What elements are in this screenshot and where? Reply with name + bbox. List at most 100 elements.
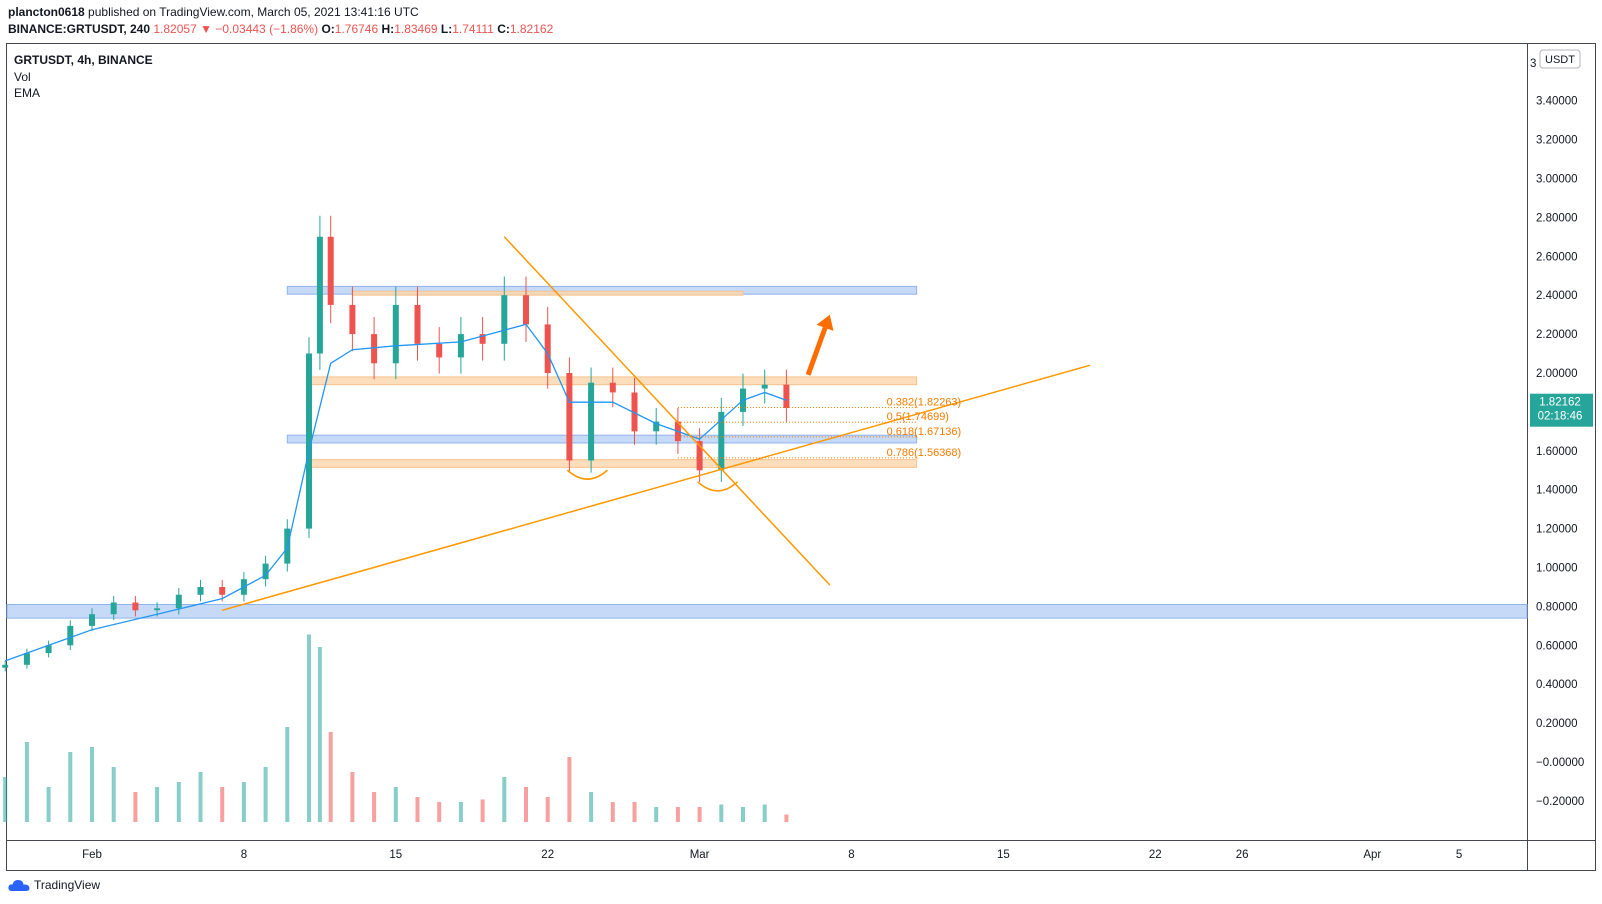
volume-bar — [458, 802, 463, 822]
legend-ema[interactable]: EMA — [14, 86, 41, 100]
price-tick-label-top: 3 — [1530, 58, 1536, 70]
price-tick-label: 2.20000 — [1536, 329, 1578, 341]
price-tick-label: 3.00000 — [1536, 174, 1578, 186]
volume-bar — [176, 782, 181, 822]
candle-body — [566, 373, 573, 461]
volume-bar — [241, 782, 246, 822]
time-tick-label: Mar — [690, 849, 710, 861]
candle-body — [45, 645, 52, 654]
ema-line[interactable] — [4, 323, 787, 662]
symbol-interval: BINANCE:GRTUSDT, 240 — [8, 22, 151, 36]
volume-bar — [632, 802, 637, 822]
zone-orange[interactable] — [308, 459, 918, 468]
price-tick-label: 0.20000 — [1536, 718, 1578, 730]
candle-body — [67, 625, 74, 646]
price-axis[interactable]: 3.40000 3.20000 3.00000 2.80000 2.60000 2.400… — [1530, 58, 1584, 808]
candle-body — [718, 411, 725, 471]
volume-bar — [90, 747, 94, 822]
price-tick-label: 0.80000 — [1536, 601, 1578, 613]
candle-body — [609, 382, 616, 393]
price-tick-label: −0.20000 — [1536, 796, 1584, 808]
price-tick-label: 3.20000 — [1536, 135, 1578, 147]
bottom-arc[interactable] — [697, 481, 739, 492]
volume-bar — [372, 792, 377, 822]
volume-bar — [589, 792, 594, 822]
currency-label: USDT — [1545, 54, 1575, 66]
chart-frame — [6, 43, 1596, 871]
time-tick-label: 15 — [389, 849, 402, 861]
candle-body — [349, 304, 356, 335]
candle-body — [783, 384, 790, 408]
bottom-arc[interactable] — [566, 469, 608, 480]
time-tick-label: 15 — [997, 849, 1010, 861]
candle-body — [197, 587, 204, 595]
chart-legend: GRTUSDT, 4h, BINANCE Vol EMA — [14, 52, 153, 102]
candle-body — [436, 343, 443, 358]
price-tick-label: 1.40000 — [1536, 485, 1578, 497]
up-arrow-icon[interactable] — [805, 326, 828, 376]
volume-bar — [719, 804, 724, 822]
candle-body — [2, 664, 9, 668]
published-text: published on TradingView.com, March 05, … — [88, 5, 419, 19]
volume-bar — [437, 802, 442, 822]
volume-bar — [68, 752, 73, 822]
up-arrow-head — [816, 314, 834, 331]
time-tick-label: 22 — [541, 849, 554, 861]
open-value: 1.76746 — [334, 22, 379, 36]
currency-badge[interactable]: USDT — [1539, 49, 1581, 69]
candle-body — [696, 441, 703, 471]
change-arrow-icon: ▼ — [200, 22, 212, 36]
zone-orange[interactable] — [351, 290, 744, 296]
price-tick-label: 1.60000 — [1536, 446, 1578, 458]
zones-layer — [6, 285, 1528, 619]
zone-blue[interactable] — [6, 604, 1528, 619]
volume-bar — [46, 787, 51, 822]
legend-symbol[interactable]: GRTUSDT, 4h, BINANCE — [14, 53, 153, 67]
trendline[interactable] — [221, 364, 1091, 612]
volume-bar — [307, 634, 311, 822]
volume-bar — [133, 792, 138, 822]
time-tick-label: Apr — [1363, 849, 1381, 861]
candle-body — [306, 353, 312, 529]
ohlc-line: BINANCE:GRTUSDT, 240 1.82057 ▼ −0.03443 … — [8, 22, 553, 36]
candle-body — [219, 587, 226, 595]
volume-bar — [741, 807, 745, 822]
candle-body — [653, 421, 660, 432]
author-name[interactable]: plancton0618 — [8, 5, 85, 19]
time-tick-label: 8 — [241, 849, 247, 861]
legend-vol[interactable]: Vol — [14, 69, 31, 84]
candle-body — [588, 382, 595, 461]
change-value: −0.03443 (−1.86%) — [215, 22, 319, 36]
price-tick-label: −0.00000 — [1536, 757, 1584, 769]
price-badge-value: 1.82162 — [1539, 397, 1581, 409]
volume-bar — [263, 767, 268, 822]
price-tick-label: 0.60000 — [1536, 640, 1578, 652]
price-badge: 1.82162 02:18:46 — [1530, 393, 1593, 427]
price-badge-countdown: 02:18:46 — [1538, 411, 1583, 423]
volume-bar — [328, 732, 333, 822]
drawings-layer — [221, 236, 1091, 612]
volume-bar — [480, 799, 485, 822]
price-tick-label: 2.60000 — [1536, 251, 1578, 263]
time-axis[interactable]: Feb 8 15 22 Mar 8 15 22 26 Apr 5 — [82, 849, 1462, 861]
tradingview-branding[interactable]: TradingView — [8, 878, 100, 892]
volume-bar — [393, 787, 398, 822]
high-value: 1.83469 — [394, 22, 438, 36]
fib-level-label: 0.786(1.56368) — [887, 447, 962, 459]
zone-blue[interactable] — [286, 434, 918, 444]
last-price: 1.82057 — [153, 22, 197, 36]
candle-body — [371, 334, 378, 364]
volume-bar — [198, 772, 203, 822]
time-tick-label: 5 — [1456, 849, 1462, 861]
candle-body — [132, 602, 139, 611]
volume-layer — [3, 634, 789, 822]
candle-body — [457, 334, 464, 358]
candle-body — [110, 602, 117, 615]
volume-bar — [24, 742, 29, 822]
candle-body — [154, 608, 161, 611]
volume-bar — [784, 814, 789, 822]
volume-bar — [502, 777, 507, 822]
trendline[interactable] — [503, 236, 831, 586]
time-tick-label: 22 — [1149, 849, 1162, 861]
